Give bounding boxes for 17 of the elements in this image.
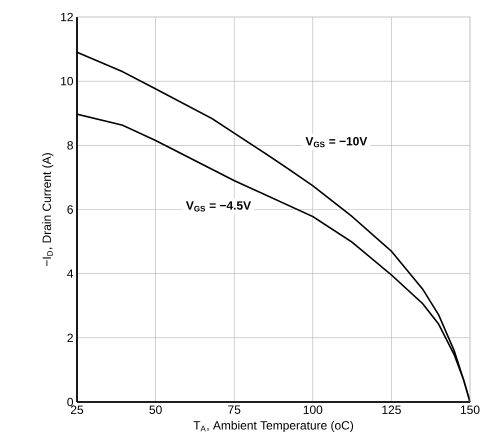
y-tick-label: 6: [67, 205, 73, 214]
y-tick-label: 8: [67, 141, 73, 150]
x-tick-label: 125: [382, 406, 401, 414]
x-axis-title: T$_{A}$, Ambient Temperature (oC): [193, 420, 354, 432]
annotation: V$_{GS}$ = −4.5V: [186, 201, 251, 212]
y-tick-label: 12: [61, 12, 73, 22]
x-tick-label: 75: [228, 406, 240, 414]
y-tick-label: 10: [61, 76, 74, 86]
x-tick-label: 100: [304, 406, 322, 414]
y-tick-label: 0: [67, 398, 74, 406]
y-tick-label: 2: [67, 334, 73, 342]
y-tick-label: 4: [67, 270, 74, 278]
y-axis-title: −I$_{D}$, Drain Current (A): [42, 153, 54, 266]
x-tick-label: 25: [70, 406, 84, 414]
x-tick-label: 50: [149, 406, 162, 414]
annotation: V$_{GS}$ = −10V: [306, 137, 368, 148]
x-tick-label: 150: [460, 406, 480, 414]
